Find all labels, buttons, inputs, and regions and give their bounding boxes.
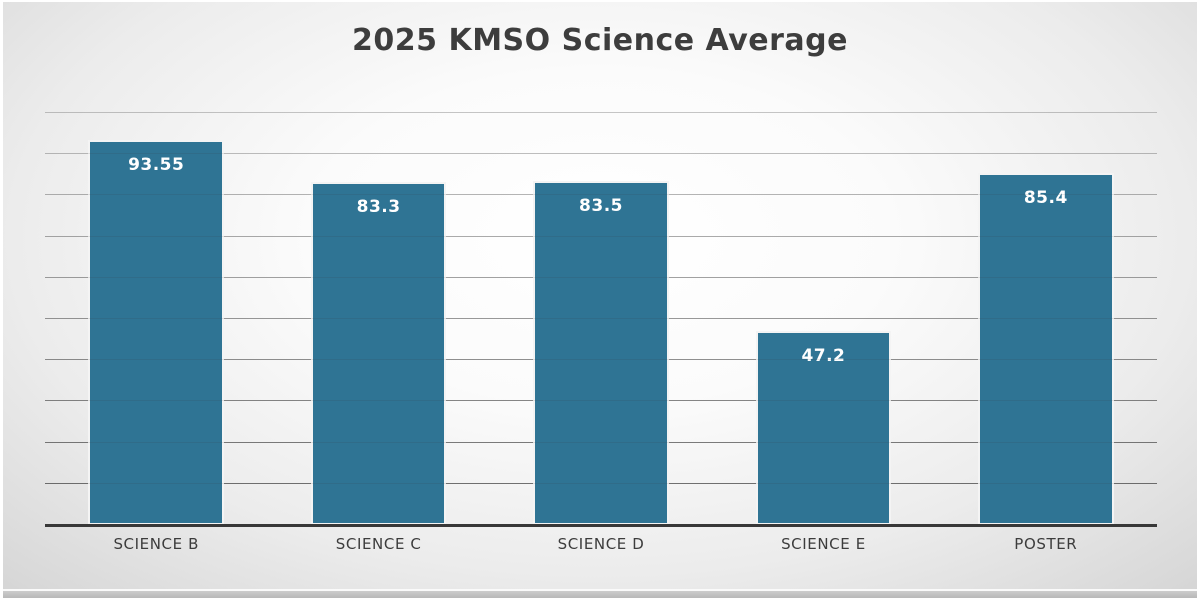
x-axis-label: SCIENCE C [335, 535, 422, 553]
gridline-overlay [45, 400, 1157, 402]
gridline-overlay [45, 359, 1157, 361]
x-axis-label: SCIENCE B [113, 535, 199, 553]
x-axis-label: SCIENCE D [557, 535, 645, 553]
bar-slot: 47.2 [712, 113, 934, 525]
bar-slot: 93.55 [45, 113, 267, 525]
bar-slot: 85.4 [935, 113, 1157, 525]
gridline [45, 153, 1157, 155]
chart-bottom-edge [3, 589, 1197, 598]
gridline-overlay [45, 235, 1157, 237]
gridline-overlay [45, 112, 1157, 113]
bar-value-label: 93.55 [128, 154, 185, 175]
x-axis-labels: SCIENCE B SCIENCE C SCIENCE D SCIENCE E POST… [45, 535, 1157, 553]
gridline [45, 112, 1157, 113]
bar-science-d: 83.5 [533, 180, 669, 525]
bar-science-c: 83.3 [310, 181, 447, 525]
gridline-overlay [45, 153, 1157, 155]
bar-science-e: 47.2 [755, 330, 892, 525]
bar-value-label: 83.5 [579, 195, 623, 216]
x-axis-label: POSTER [1014, 535, 1078, 553]
gridline-overlay [45, 318, 1157, 319]
bar-slot: 83.3 [267, 113, 489, 525]
x-axis-line [45, 524, 1157, 527]
bar-slot: 83.5 [490, 113, 712, 525]
bar-poster: 85.4 [978, 173, 1114, 525]
chart-title: 2025 KMSO Science Average [352, 23, 848, 58]
bar-science-b: 93.55 [88, 139, 225, 525]
bar-value-label: 85.4 [1023, 188, 1068, 209]
gridline-overlay [45, 482, 1157, 484]
gridline-overlay [45, 194, 1157, 196]
plot-area: 93.55 83.3 83.5 47.2 85.4 [45, 112, 1157, 525]
x-axis-label: SCIENCE E [781, 535, 866, 553]
bar-series: 93.55 83.3 83.5 47.2 85.4 [45, 113, 1157, 525]
gridline-overlay [45, 441, 1157, 443]
bar-value-label: 83.3 [356, 196, 401, 217]
gridline-overlay [45, 276, 1157, 278]
bar-value-label: 47.2 [801, 345, 846, 366]
